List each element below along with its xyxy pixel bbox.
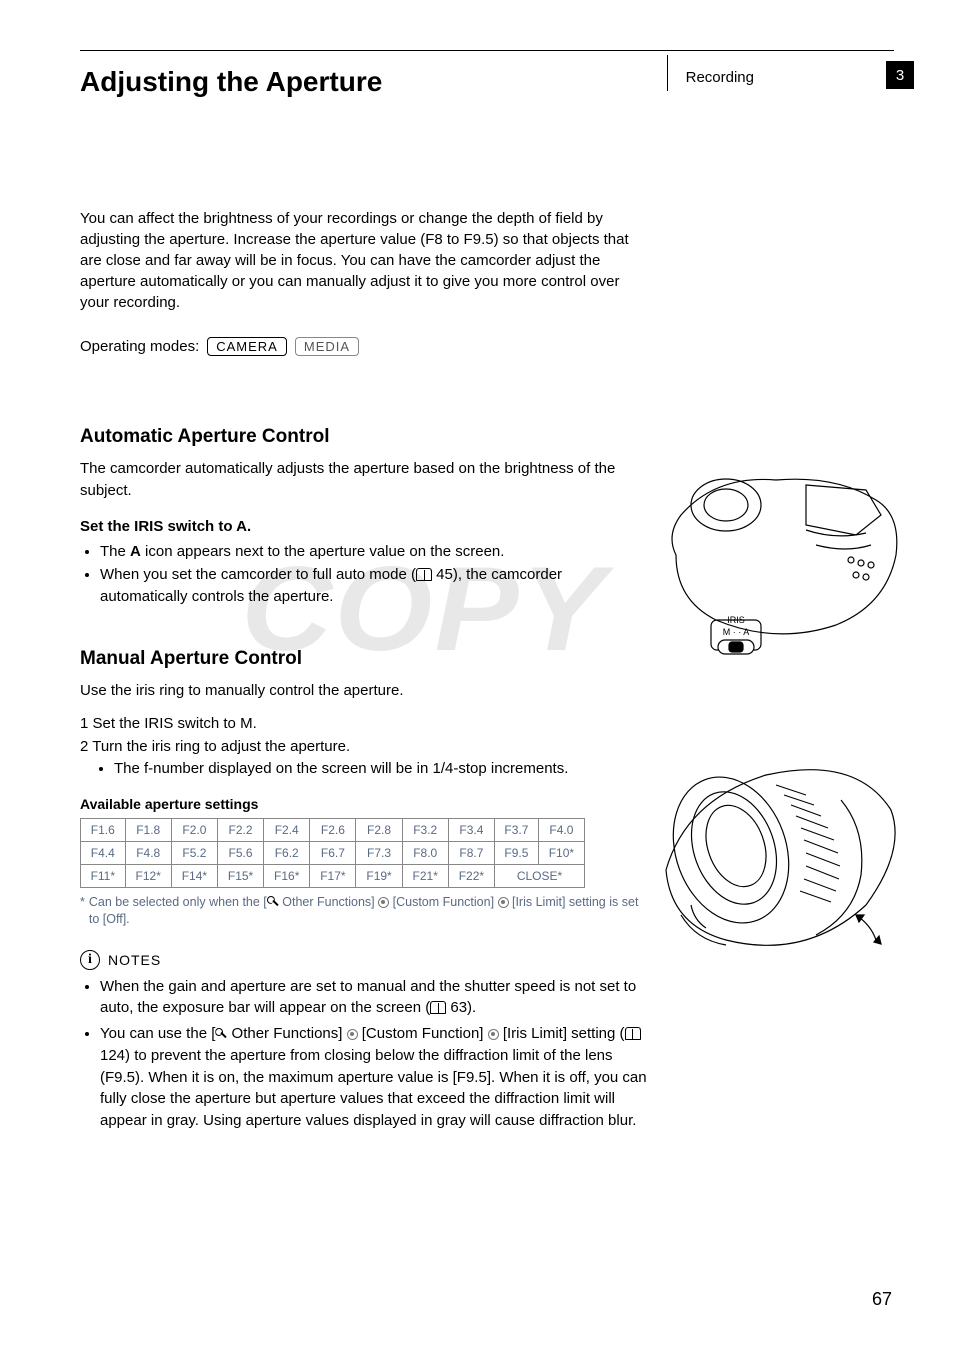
text: [Custom Function] bbox=[358, 1025, 488, 1042]
manual-step-1: 1 Set the IRIS switch to M. bbox=[80, 712, 640, 735]
table-cell: F9.5 bbox=[494, 841, 538, 864]
table-cell: F10* bbox=[538, 841, 584, 864]
illustration-iris-ring bbox=[656, 740, 906, 970]
illustration-camera-switch: IRIS M · · A bbox=[656, 445, 906, 695]
notes-label: NOTES bbox=[108, 952, 161, 968]
text: When you set the camcorder to full auto … bbox=[100, 566, 416, 583]
table-cell: F19* bbox=[356, 864, 402, 887]
text: [Iris Limit] setting ( bbox=[499, 1025, 625, 1042]
ring-icon bbox=[488, 1029, 499, 1040]
header-divider bbox=[667, 55, 668, 91]
table-cell: F2.6 bbox=[310, 818, 356, 841]
auto-desc: The camcorder automatically adjusts the … bbox=[80, 458, 640, 502]
ring-icon bbox=[498, 897, 509, 908]
auto-bullet-2: When you set the camcorder to full auto … bbox=[100, 564, 640, 608]
table-row: F1.6 F1.8 F2.0 F2.2 F2.4 F2.6 F2.8 F3.2 … bbox=[81, 818, 585, 841]
table-cell: F2.2 bbox=[217, 818, 263, 841]
header-right: Recording bbox=[667, 63, 894, 91]
wrench-icon bbox=[215, 1028, 227, 1040]
table-cell: F11* bbox=[81, 864, 126, 887]
table-cell: F15* bbox=[217, 864, 263, 887]
auto-bullets: The A icon appears next to the aperture … bbox=[80, 541, 640, 608]
manual-ref-icon bbox=[416, 570, 432, 581]
table-cell: F7.3 bbox=[356, 841, 402, 864]
table-footnote: * Can be selected only when the [ Other … bbox=[80, 894, 640, 928]
text: When the gain and aperture are set to ma… bbox=[100, 978, 636, 1017]
manual-ref-icon bbox=[430, 1003, 446, 1014]
text: icon appears next to the aperture value … bbox=[141, 543, 505, 560]
table-cell: F22* bbox=[448, 864, 494, 887]
table-cell: F21* bbox=[402, 864, 448, 887]
info-icon: i bbox=[80, 950, 100, 970]
mode-camera: CAMERA bbox=[207, 337, 287, 356]
text: Other Functions] bbox=[279, 895, 378, 909]
wrench-icon bbox=[267, 896, 279, 908]
table-cell: F8.0 bbox=[402, 841, 448, 864]
text: Can be selected only when the [ bbox=[89, 895, 267, 909]
table-cell: F6.7 bbox=[310, 841, 356, 864]
table-cell: F17* bbox=[310, 864, 356, 887]
table-cell: F8.7 bbox=[448, 841, 494, 864]
manual-step-2-sub-item: The f-number displayed on the screen wil… bbox=[114, 758, 640, 780]
aperture-table: F1.6 F1.8 F2.0 F2.2 F2.4 F2.6 F2.8 F3.2 … bbox=[80, 818, 585, 888]
table-cell: F2.4 bbox=[264, 818, 310, 841]
table-cell: F3.7 bbox=[494, 818, 538, 841]
table-cell: F5.2 bbox=[171, 841, 217, 864]
manual-steps: 1 Set the IRIS switch to M. 2 Turn the i… bbox=[80, 712, 640, 780]
manual-desc: Use the iris ring to manually control th… bbox=[80, 680, 640, 702]
table-cell: F12* bbox=[125, 864, 171, 887]
table-cell: F2.0 bbox=[171, 818, 217, 841]
mode-media: MEDIA bbox=[295, 337, 359, 356]
header: Adjusting the Aperture Recording 3 bbox=[80, 50, 894, 98]
table-cell: F1.6 bbox=[81, 818, 126, 841]
chapter-badge: 3 bbox=[886, 61, 914, 89]
table-cell: CLOSE* bbox=[494, 864, 584, 887]
table-cell: F1.8 bbox=[125, 818, 171, 841]
intro-paragraph: You can affect the brightness of your re… bbox=[80, 208, 640, 313]
table-cell: F16* bbox=[264, 864, 310, 887]
table-cell: F4.4 bbox=[81, 841, 126, 864]
table-cell: F14* bbox=[171, 864, 217, 887]
ring-icon bbox=[347, 1029, 358, 1040]
table-cell: F6.2 bbox=[264, 841, 310, 864]
notes-list: When the gain and aperture are set to ma… bbox=[80, 976, 650, 1132]
breadcrumb: Recording bbox=[686, 69, 754, 86]
manual-step-2: 2 Turn the iris ring to adjust the apert… bbox=[80, 735, 640, 758]
auto-bullet-1: The A icon appears next to the aperture … bbox=[100, 541, 640, 563]
manual-step-2-sub: The f-number displayed on the screen wil… bbox=[80, 758, 640, 780]
table-cell: F4.8 bbox=[125, 841, 171, 864]
footnote-star: * bbox=[80, 894, 85, 928]
ring-icon bbox=[378, 897, 389, 908]
operating-modes: Operating modes: CAMERA MEDIA bbox=[80, 337, 894, 356]
table-row: F11* F12* F14* F15* F16* F17* F19* F21* … bbox=[81, 864, 585, 887]
text: [Custom Function] bbox=[389, 895, 497, 909]
operating-modes-label: Operating modes: bbox=[80, 338, 199, 355]
notes-item-2: You can use the [ Other Functions] [Cust… bbox=[100, 1023, 650, 1132]
table-cell: F4.0 bbox=[538, 818, 584, 841]
text: You can use the [ bbox=[100, 1025, 215, 1042]
switch-label: M · · A bbox=[723, 627, 750, 637]
table-cell: F5.6 bbox=[217, 841, 263, 864]
text: 63). bbox=[446, 999, 476, 1016]
text: The bbox=[100, 543, 130, 560]
notes-item-1: When the gain and aperture are set to ma… bbox=[100, 976, 650, 1020]
text: 124) to prevent the aperture from closin… bbox=[100, 1047, 647, 1129]
table-cell: F2.8 bbox=[356, 818, 402, 841]
table-cell: F3.4 bbox=[448, 818, 494, 841]
footnote-text: Can be selected only when the [ Other Fu… bbox=[89, 894, 640, 928]
text-bold: A bbox=[130, 543, 141, 560]
page-number: 67 bbox=[872, 1289, 892, 1310]
page-title: Adjusting the Aperture bbox=[80, 66, 667, 98]
table-row: F4.4 F4.8 F5.2 F5.6 F6.2 F6.7 F7.3 F8.0 … bbox=[81, 841, 585, 864]
iris-label: IRIS bbox=[727, 615, 745, 625]
table-cell: F3.2 bbox=[402, 818, 448, 841]
text: Other Functions] bbox=[227, 1025, 346, 1042]
manual-ref-icon bbox=[625, 1029, 641, 1040]
